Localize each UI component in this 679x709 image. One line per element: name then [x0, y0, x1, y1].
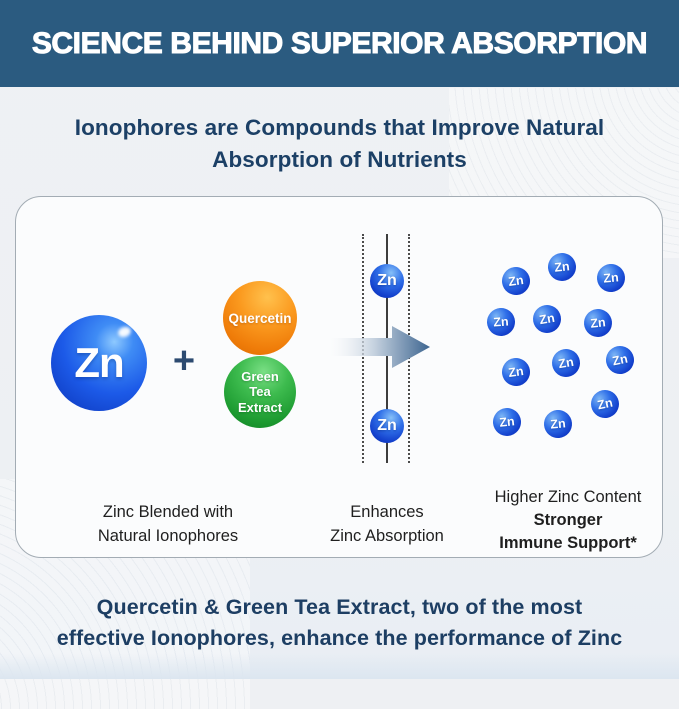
caption-right-line-3: Immune Support*	[499, 534, 637, 552]
infographic-page: SCIENCE BEHIND SUPERIOR ABSORPTION Ionop…	[0, 0, 679, 679]
green-tea-extract-sphere: Green Tea Extract	[224, 356, 296, 428]
bottom-gradient	[0, 653, 679, 679]
subtitle: Ionophores are Compounds that Improve Na…	[0, 112, 679, 176]
caption-left: Zinc Blended with Natural Ionophores	[48, 500, 288, 548]
absorption-arrow-icon	[330, 323, 430, 371]
caption-right-line-1: Higher Zinc Content	[494, 488, 642, 506]
caption-middle: Enhances Zinc Absorption	[307, 500, 467, 548]
green-tea-line-1: Green	[241, 368, 279, 384]
zinc-sphere-membrane-top: Zn	[370, 264, 404, 298]
caption-right-line-2: Stronger	[533, 511, 603, 529]
zinc-sphere-membrane-bottom: Zn	[370, 409, 404, 443]
green-tea-line-3: Extract	[237, 399, 283, 415]
footer-tagline: Quercetin & Green Tea Extract, two of th…	[0, 592, 679, 654]
subtitle-line-2: Absorption of Nutrients	[212, 147, 467, 172]
plus-sign: +	[172, 339, 196, 382]
header-banner: SCIENCE BEHIND SUPERIOR ABSORPTION	[0, 0, 679, 87]
caption-right: Higher Zinc Content Stronger Immune Supp…	[462, 486, 674, 555]
subtitle-line-1: Ionophores are Compounds that Improve Na…	[74, 115, 605, 140]
footer-line-2: effective Ionophores, enhance the perfor…	[56, 626, 623, 650]
caption-middle-line-2: Zinc Absorption	[330, 527, 444, 545]
quercetin-sphere: Quercetin	[223, 281, 297, 355]
page-title: SCIENCE BEHIND SUPERIOR ABSORPTION	[31, 26, 648, 60]
caption-left-line-1: Zinc Blended with	[102, 503, 234, 521]
caption-middle-line-1: Enhances	[350, 503, 424, 521]
zinc-sphere-large: Zn	[51, 315, 147, 411]
green-tea-line-2: Tea	[249, 384, 271, 400]
caption-left-line-2: Natural Ionophores	[97, 527, 239, 545]
footer-line-1: Quercetin & Green Tea Extract, two of th…	[96, 595, 583, 619]
